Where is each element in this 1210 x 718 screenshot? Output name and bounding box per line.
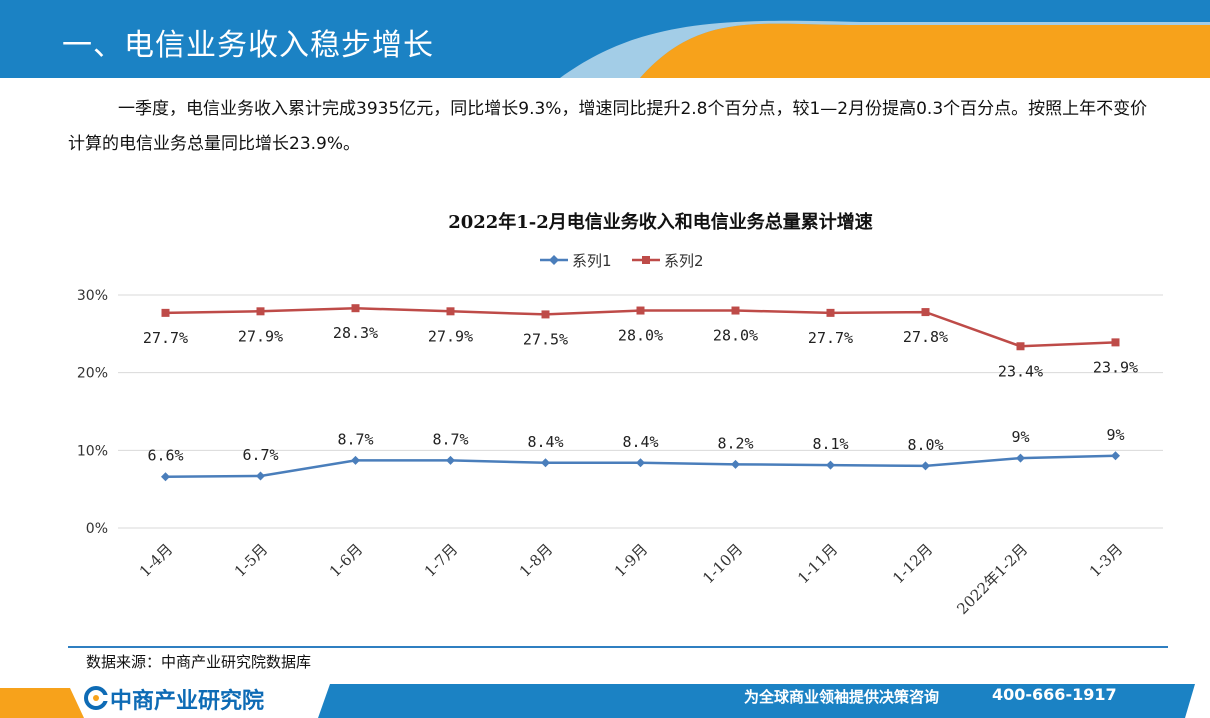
divider bbox=[68, 646, 1168, 648]
data-label: 8.0% bbox=[907, 436, 943, 454]
footer-bar bbox=[0, 680, 1210, 718]
footer-phone: 400-666-1917 bbox=[992, 685, 1117, 704]
data-point bbox=[256, 471, 265, 481]
legend-marker-2 bbox=[642, 256, 650, 264]
brand-name: 中商产业研究院 bbox=[110, 689, 265, 714]
chart-title: 2022年1-2月电信业务收入和电信业务总量累计增速 bbox=[448, 211, 873, 233]
legend-marker-1 bbox=[549, 255, 559, 265]
data-point bbox=[826, 308, 835, 317]
y-tick-label: 20% bbox=[77, 366, 108, 382]
data-point bbox=[731, 459, 740, 469]
x-tick-label: 1-9月 bbox=[611, 540, 651, 580]
legend-label-1: 系列1 bbox=[572, 252, 612, 270]
data-point bbox=[541, 310, 550, 319]
data-label: 28.3% bbox=[333, 324, 378, 342]
data-label: 28.0% bbox=[713, 327, 758, 345]
data-label: 6.6% bbox=[147, 447, 183, 465]
header-background bbox=[0, 0, 1210, 78]
data-label: 8.1% bbox=[812, 435, 848, 453]
data-point bbox=[921, 461, 930, 471]
data-point bbox=[351, 455, 360, 465]
x-tick-label: 1-6月 bbox=[326, 540, 366, 580]
data-point bbox=[636, 306, 645, 315]
data-point bbox=[1111, 451, 1120, 461]
data-label: 9% bbox=[1106, 426, 1124, 444]
x-tick-label: 1-11月 bbox=[794, 540, 841, 587]
legend-label-2: 系列2 bbox=[664, 252, 704, 270]
data-label: 23.4% bbox=[998, 362, 1043, 380]
footer-background bbox=[0, 684, 1195, 718]
x-tick-label: 2022年1-2月 bbox=[953, 540, 1031, 618]
data-point bbox=[731, 306, 740, 315]
data-label: 8.2% bbox=[717, 434, 753, 452]
x-tick-label: 1-8月 bbox=[516, 540, 556, 580]
data-point bbox=[541, 458, 550, 468]
x-tick-label: 1-7月 bbox=[421, 540, 461, 580]
data-label: 9% bbox=[1011, 428, 1029, 446]
data-label: 8.4% bbox=[527, 433, 563, 451]
data-point bbox=[826, 460, 835, 470]
data-point bbox=[256, 307, 265, 316]
data-label: 27.9% bbox=[428, 327, 473, 345]
data-point bbox=[446, 455, 455, 465]
header-banner: 一、电信业务收入稳步增长 bbox=[0, 0, 1210, 78]
y-tick-label: 30% bbox=[77, 288, 108, 304]
data-label: 23.9% bbox=[1093, 358, 1138, 376]
data-point bbox=[446, 307, 455, 316]
data-source: 数据来源：中商产业研究院数据库 bbox=[86, 653, 312, 671]
y-tick-label: 10% bbox=[77, 443, 108, 459]
y-tick-label: 0% bbox=[86, 521, 108, 537]
data-label: 27.5% bbox=[523, 330, 568, 348]
data-label: 27.7% bbox=[143, 329, 188, 347]
x-tick-label: 1-4月 bbox=[136, 540, 176, 580]
x-tick-label: 1-3月 bbox=[1086, 540, 1126, 580]
data-point bbox=[1016, 453, 1025, 463]
data-point bbox=[161, 472, 170, 482]
brand-logo-icon bbox=[84, 686, 108, 710]
data-label: 8.7% bbox=[432, 430, 468, 448]
x-tick-label: 1-5月 bbox=[231, 540, 271, 580]
data-point bbox=[161, 308, 170, 317]
data-label: 27.9% bbox=[238, 327, 283, 345]
x-tick-label: 1-12月 bbox=[889, 540, 936, 587]
footer-slogan: 为全球商业领袖提供决策咨询 bbox=[744, 688, 940, 706]
data-label: 6.7% bbox=[242, 446, 278, 464]
data-point bbox=[1016, 342, 1025, 351]
data-label: 8.4% bbox=[622, 433, 658, 451]
data-label: 28.0% bbox=[618, 327, 663, 345]
data-point bbox=[921, 308, 930, 317]
intro-paragraph: 一季度，电信业务收入累计完成3935亿元，同比增长9.3%，增速同比提升2.8个… bbox=[68, 99, 1148, 154]
data-point bbox=[636, 458, 645, 468]
data-label: 8.7% bbox=[337, 430, 373, 448]
data-label: 27.7% bbox=[808, 329, 853, 347]
data-label: 27.8% bbox=[903, 328, 948, 346]
x-tick-label: 1-10月 bbox=[699, 540, 746, 587]
data-point bbox=[1111, 338, 1120, 347]
data-point bbox=[351, 304, 360, 313]
page-title: 一、电信业务收入稳步增长 bbox=[62, 28, 434, 63]
